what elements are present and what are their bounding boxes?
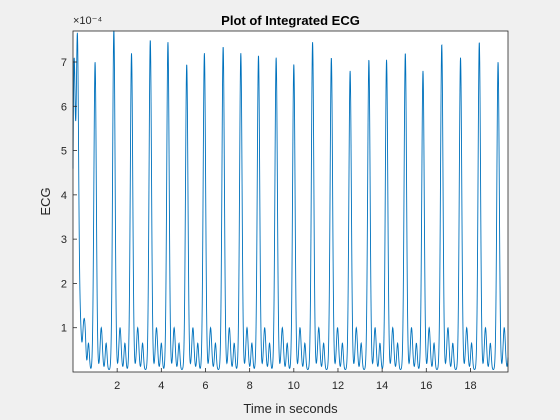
x-axis-label: Time in seconds xyxy=(243,401,338,416)
y-tick-label: 6 xyxy=(61,101,67,113)
y-tick-label: 5 xyxy=(61,146,67,158)
x-tick-label: 8 xyxy=(247,380,253,392)
x-tick-label: 6 xyxy=(202,380,208,392)
y-tick-label: 3 xyxy=(61,234,67,246)
y-scale-exponent: ×10⁻⁴ xyxy=(73,15,102,27)
x-tick-label: 12 xyxy=(332,380,344,392)
y-tick-label: 7 xyxy=(61,57,67,69)
x-tick-label: 4 xyxy=(158,380,164,392)
axes-box xyxy=(72,30,509,373)
chart-title: Plot of Integrated ECG xyxy=(221,13,360,28)
y-axis: 1 2 3 4 5 6 7 xyxy=(61,57,77,335)
x-tick-label: 14 xyxy=(376,380,388,392)
x-tick-label: 2 xyxy=(114,380,120,392)
y-axis-label: ECG xyxy=(38,187,53,215)
x-tick-label: 10 xyxy=(288,380,300,392)
plot-area xyxy=(72,30,509,371)
axes-background xyxy=(73,31,508,372)
y-tick-label: 2 xyxy=(61,278,67,290)
x-axis: 2 4 6 8 10 12 14 16 18 xyxy=(114,368,477,392)
x-tick-label: 18 xyxy=(464,380,476,392)
ecg-series-line xyxy=(72,30,509,371)
x-tick-label: 16 xyxy=(420,380,432,392)
y-tick-label: 1 xyxy=(61,323,67,335)
y-tick-label: 4 xyxy=(61,190,67,202)
